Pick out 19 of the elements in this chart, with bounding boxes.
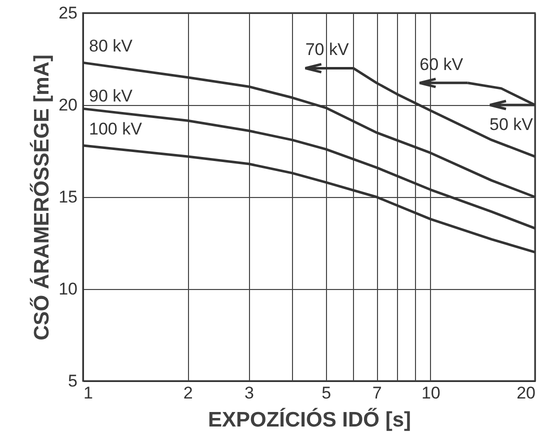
- y-tick-label: 15: [58, 188, 78, 206]
- y-tick-label: 25: [58, 4, 78, 22]
- series-label: 80 kV: [89, 36, 134, 56]
- x-tick-label: 5: [322, 384, 332, 402]
- x-tick-label: 2: [183, 384, 193, 402]
- y-axis-title: CSŐ ÁRAMERŐSSÉGE [mA]: [30, 54, 54, 340]
- x-tick-label: 7: [372, 384, 382, 402]
- y-tick-label: 10: [58, 280, 78, 298]
- x-tick-label: 20: [516, 384, 536, 402]
- series-label: 100 kV: [89, 119, 143, 138]
- x-tick-label: 10: [421, 384, 440, 402]
- series-label: 90 kV: [89, 86, 134, 106]
- annotation: 50 kV: [490, 115, 534, 134]
- y-tick-label: 20: [58, 96, 78, 114]
- series-label: 70 kV: [305, 40, 350, 60]
- x-tick-label: 3: [244, 384, 254, 402]
- y-tick-label: 5: [68, 372, 78, 390]
- x-axis-title: EXPOZÍCIÓS IDŐ [s]: [208, 408, 412, 432]
- x-tick-label: 1: [84, 384, 93, 402]
